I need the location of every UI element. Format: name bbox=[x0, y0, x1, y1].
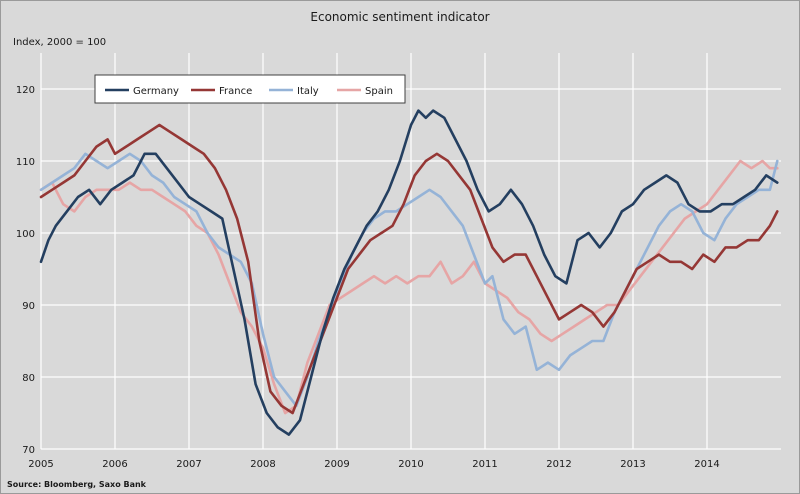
x-tick-label: 2012 bbox=[546, 459, 571, 470]
legend-label-france: France bbox=[219, 86, 252, 97]
legend-label-italy: Italy bbox=[297, 86, 319, 97]
axis-ticks: 70 80 90 100 110 120 2005 2006 2007 2008 2009 2010 2… bbox=[16, 85, 720, 470]
legend-label-spain: Spain bbox=[365, 86, 393, 97]
x-tick-label: 2010 bbox=[398, 459, 423, 470]
y-tick-label: 80 bbox=[22, 373, 35, 384]
x-tick-label: 2006 bbox=[102, 459, 127, 470]
legend-label-germany: Germany bbox=[133, 86, 179, 97]
y-tick-label: 110 bbox=[16, 157, 35, 168]
legend: Germany France Italy Spain bbox=[94, 74, 406, 104]
x-tick-label: 2005 bbox=[28, 459, 53, 470]
x-tick-label: 2008 bbox=[250, 459, 275, 470]
y-tick-label: 100 bbox=[16, 229, 35, 240]
x-tick-label: 2011 bbox=[472, 459, 497, 470]
x-tick-label: 2009 bbox=[324, 459, 349, 470]
chart-title: Economic sentiment indicator bbox=[310, 10, 489, 24]
gridlines bbox=[40, 53, 781, 450]
series-line-france bbox=[39, 123, 779, 415]
y-tick-label: 70 bbox=[22, 445, 35, 456]
x-tick-label: 2013 bbox=[620, 459, 645, 470]
series-line-germany bbox=[39, 109, 779, 436]
y-tick-label: 90 bbox=[22, 301, 35, 312]
series-line-spain bbox=[39, 159, 779, 415]
x-tick-label: 2014 bbox=[694, 459, 719, 470]
y-tick-label: 120 bbox=[16, 85, 35, 96]
series-line-italy bbox=[39, 152, 779, 408]
x-tick-label: 2007 bbox=[176, 459, 201, 470]
y-axis-unit-label: Index, 2000 = 100 bbox=[13, 37, 106, 48]
source-note: Source: Bloomberg, Saxo Bank bbox=[7, 480, 147, 489]
series-lines bbox=[39, 109, 779, 436]
